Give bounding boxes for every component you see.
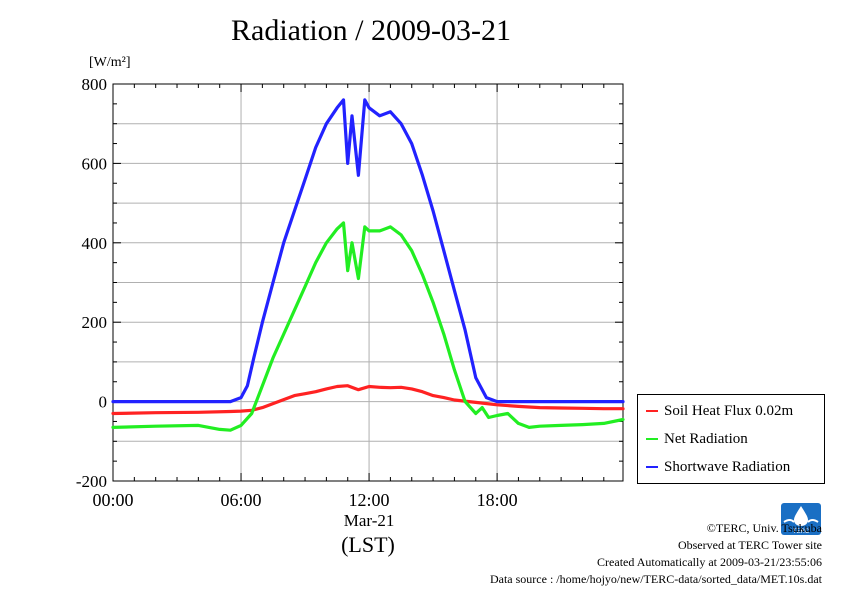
credit-copyright: ©TERC, Univ. Tsukuba <box>706 521 822 535</box>
legend-label-shortwave-radiation: Shortwave Radiation <box>664 458 791 475</box>
y-tick-label: 200 <box>82 313 108 332</box>
legend-swatch-soil-heat-flux <box>646 410 658 412</box>
y-axis-unit-label: [W/m²] <box>89 55 131 70</box>
legend-item-net-radiation: Net Radiation <box>646 429 748 449</box>
y-tick-label: -200 <box>76 472 107 491</box>
x-axis-unit-label: (LST) <box>341 532 395 557</box>
y-tick-label: 0 <box>99 393 108 412</box>
x-tick-label: 06:00 <box>221 490 262 510</box>
legend-label-net-radiation: Net Radiation <box>664 430 748 447</box>
chart-title: Radiation / 2009-03-21 <box>231 14 511 47</box>
credit-data-source: Data source : /home/hojyo/new/TERC-data/… <box>489 572 822 586</box>
series-line-0 <box>111 384 625 416</box>
legend-item-soil-heat-flux: Soil Heat Flux 0.02m <box>646 401 793 421</box>
y-tick-label: 600 <box>82 154 108 173</box>
x-tick-label: 00:00 <box>92 490 133 510</box>
credit-site: Observed at TERC Tower site <box>677 538 822 552</box>
chart-legend: Soil Heat Flux 0.02m Net Radiation Short… <box>637 394 825 484</box>
x-tick-label: 18:00 <box>477 490 518 510</box>
series-line-2 <box>111 98 625 404</box>
series-line-1 <box>111 221 625 432</box>
legend-item-shortwave-radiation: Shortwave Radiation <box>646 457 790 477</box>
y-tick-label: 800 <box>82 75 108 94</box>
credit-created: Created Automatically at 2009-03-21/23:5… <box>597 555 822 569</box>
legend-label-soil-heat-flux: Soil Heat Flux 0.02m <box>664 402 794 419</box>
x-tick-label: 12:00 <box>349 490 390 510</box>
x-date-label: Mar-21 <box>344 511 395 530</box>
legend-swatch-net-radiation <box>646 438 658 440</box>
legend-swatch-shortwave-radiation <box>646 466 658 468</box>
logo-text: TERC <box>793 529 810 535</box>
terc-logo-icon: TERC <box>781 503 821 535</box>
y-tick-label: 400 <box>82 234 108 253</box>
